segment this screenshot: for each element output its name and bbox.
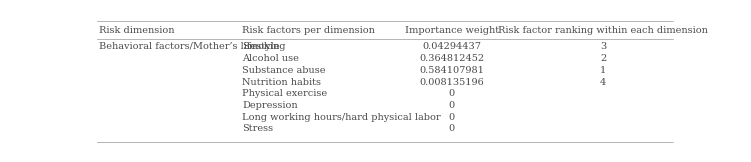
Text: 0.584107981: 0.584107981 [419,66,484,75]
Text: Importance weight: Importance weight [405,26,499,35]
Text: 4: 4 [600,78,606,87]
Text: Risk factor ranking within each dimension: Risk factor ranking within each dimensio… [498,26,708,35]
Text: 0.04294437: 0.04294437 [422,42,481,51]
Text: 0: 0 [449,89,455,98]
Text: Alcohol use: Alcohol use [243,54,299,63]
Text: 3: 3 [600,42,606,51]
Text: Behavioral factors/Mother’s lifestyle: Behavioral factors/Mother’s lifestyle [98,42,279,51]
Text: 0: 0 [449,124,455,133]
Text: 0.008135196: 0.008135196 [420,78,484,87]
Text: 0: 0 [449,101,455,110]
Text: Nutrition habits: Nutrition habits [243,78,321,87]
Text: Long working hours/hard physical labor: Long working hours/hard physical labor [243,113,441,122]
Text: 0: 0 [449,113,455,122]
Text: Risk dimension: Risk dimension [98,26,174,35]
Text: Risk factors per dimension: Risk factors per dimension [243,26,376,35]
Text: Stress: Stress [243,124,273,133]
Text: Smoking: Smoking [243,42,286,51]
Text: Depression: Depression [243,101,298,110]
Text: Substance abuse: Substance abuse [243,66,326,75]
Text: 2: 2 [600,54,606,63]
Text: Physical exercise: Physical exercise [243,89,327,98]
Text: 1: 1 [600,66,606,75]
Text: 0.364812452: 0.364812452 [419,54,484,63]
